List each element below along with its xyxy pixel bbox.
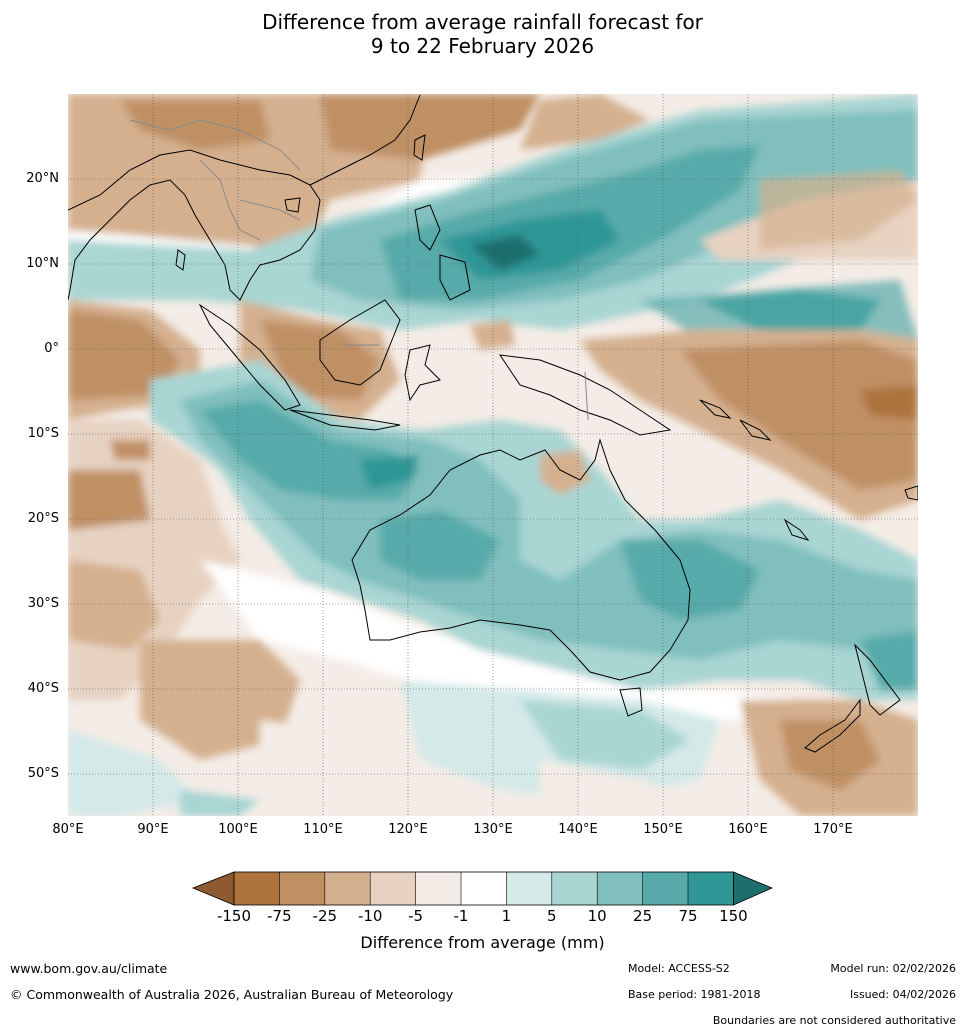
lon-label: 100°E bbox=[218, 822, 258, 837]
title-line-2: 9 to 22 February 2026 bbox=[370, 34, 595, 58]
colorbar-tick-label: 1 bbox=[501, 907, 512, 925]
colorbar-tick-label: -5 bbox=[408, 907, 424, 925]
colorbar-segment bbox=[415, 872, 461, 905]
colorbar-min-arrow bbox=[191, 871, 235, 906]
lon-label: 110°E bbox=[303, 822, 343, 837]
coastlines bbox=[68, 94, 918, 753]
colorbar-segment bbox=[234, 872, 280, 905]
colorbar-segment bbox=[370, 872, 416, 905]
colorbar-tick-label: 25 bbox=[633, 907, 653, 925]
lon-label: 130°E bbox=[473, 822, 513, 837]
colorbar-segment bbox=[506, 872, 552, 905]
lon-label: 80°E bbox=[52, 822, 84, 837]
colorbar-segment bbox=[324, 872, 371, 905]
model-text: Model: ACCESS-S2 bbox=[628, 962, 730, 975]
colorbar-tick-label: -150 bbox=[216, 907, 252, 925]
colorbar-tick-label: -1 bbox=[453, 907, 469, 925]
anomaly-field bbox=[68, 94, 918, 816]
lon-label: 150°E bbox=[643, 822, 683, 837]
lon-label: 120°E bbox=[388, 822, 428, 837]
lon-label: 140°E bbox=[558, 822, 598, 837]
lat-label: 10°S bbox=[27, 426, 59, 441]
website-link[interactable]: www.bom.gov.au/climate bbox=[10, 961, 168, 976]
lat-label: 50°S bbox=[27, 766, 59, 781]
lat-label: 20°S bbox=[27, 511, 59, 526]
colorbar bbox=[191, 871, 774, 906]
model-run-text: Model run: 02/02/2026 bbox=[830, 962, 956, 975]
issued-text: Issued: 04/02/2026 bbox=[849, 988, 956, 1001]
lat-label: 0° bbox=[44, 341, 59, 356]
colorbar-tick-label: -75 bbox=[267, 907, 292, 925]
colorbar-segment bbox=[688, 872, 734, 905]
colorbar-tick-label: 75 bbox=[678, 907, 698, 925]
colorbar-title: Difference from average (mm) bbox=[360, 933, 605, 952]
map-title: Difference from average rainfall forecas… bbox=[0, 10, 965, 58]
lon-label: 160°E bbox=[728, 822, 768, 837]
colorbar-tick-label: 5 bbox=[547, 907, 557, 925]
colorbar-segment bbox=[642, 872, 688, 905]
colorbar-segment bbox=[461, 872, 507, 905]
disclaimer-text: Boundaries are not considered authoritat… bbox=[712, 1014, 956, 1027]
title-line-1: Difference from average rainfall forecas… bbox=[262, 10, 703, 34]
colorbar-max-arrow bbox=[733, 871, 774, 906]
colorbar-segment bbox=[597, 872, 643, 905]
copyright-text: © Commonwealth of Australia 2026, Austra… bbox=[10, 987, 454, 1002]
colorbar-segment bbox=[279, 872, 325, 905]
colorbar-tick-label: 150 bbox=[719, 907, 748, 925]
colorbar-tick-label: -25 bbox=[312, 907, 338, 925]
lon-label: 90°E bbox=[137, 822, 169, 837]
colorbar-segment bbox=[551, 872, 598, 905]
lat-label: 30°S bbox=[27, 596, 59, 611]
colorbar-tick-label: 10 bbox=[587, 907, 607, 925]
lat-label: 20°N bbox=[26, 171, 59, 186]
lat-label: 40°S bbox=[27, 681, 59, 696]
lat-label: 10°N bbox=[26, 256, 59, 271]
base-period-text: Base period: 1981-2018 bbox=[628, 988, 761, 1001]
colorbar-tick-label: -10 bbox=[357, 907, 383, 925]
graticule bbox=[68, 94, 918, 816]
lon-label: 170°E bbox=[813, 822, 853, 837]
country-borders bbox=[129, 119, 589, 421]
